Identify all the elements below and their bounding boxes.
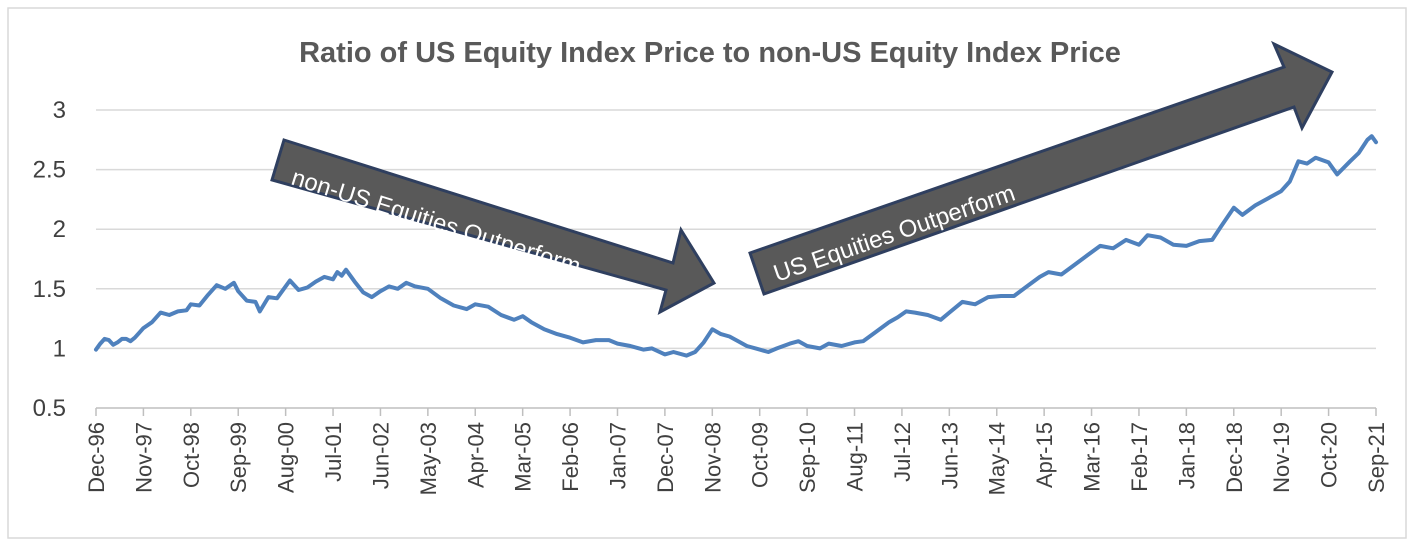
x-tick-label: Dec-96 [84, 422, 109, 493]
x-tick-label: Jan-07 [605, 422, 630, 489]
x-tick-label: Jun-02 [368, 422, 393, 489]
y-tick-label: 0.5 [33, 395, 66, 422]
x-tick-label: Feb-17 [1127, 422, 1152, 492]
x-tick-label: Sep-21 [1364, 422, 1389, 493]
x-tick-label: Jun-13 [937, 422, 962, 489]
y-tick-label: 2 [53, 216, 66, 243]
x-tick-label: Jul-01 [321, 422, 346, 482]
x-tick-label: Sep-99 [226, 422, 251, 493]
series-line [94, 134, 1378, 358]
x-tick-label: Apr-15 [1032, 422, 1057, 488]
x-tick-label: Jan-18 [1174, 422, 1199, 489]
x-tick-label: Oct-98 [179, 422, 204, 488]
down-arrow-shape [270, 138, 717, 315]
x-tick-label: Feb-06 [558, 422, 583, 492]
y-axis-ticks: 0.5 1 1.5 2 2.5 3 [33, 97, 66, 422]
series-layer [94, 134, 1378, 358]
chart-title: Ratio of US Equity Index Price to non-US… [299, 37, 1121, 69]
up-arrow-shape [748, 40, 1335, 296]
x-tick-label: Apr-04 [463, 422, 488, 488]
x-tick-label: Nov-08 [700, 422, 725, 493]
x-tick-label: Nov-97 [131, 422, 156, 493]
y-tick-label: 1.5 [33, 276, 66, 303]
chart-border [7, 7, 1407, 539]
y-tick-label: 1 [53, 335, 66, 362]
x-tick-label: May-14 [985, 422, 1010, 495]
x-tick-label: Oct-20 [1317, 422, 1342, 488]
x-tick-label: Jul-12 [890, 422, 915, 482]
x-axis: Dec-96 Nov-97 Oct-98 Sep-99 Aug-00 Jul-01 Jun-… [84, 407, 1389, 495]
x-tick-label: Mar-05 [511, 422, 536, 492]
x-tick-label: May-03 [416, 422, 441, 495]
x-tick-label: Mar-16 [1080, 422, 1105, 492]
x-tick-label: Dec-07 [653, 422, 678, 493]
x-tick-label: Aug-11 [843, 422, 868, 491]
x-tick-label: Oct-09 [748, 422, 773, 488]
x-tick-label: Aug-00 [274, 422, 299, 493]
y-tick-label: 2.5 [33, 157, 66, 184]
x-tick-label: Nov-19 [1269, 422, 1294, 493]
x-tick-label: Sep-10 [795, 422, 820, 493]
x-tick-label: Dec-18 [1222, 422, 1247, 493]
y-tick-label: 3 [53, 97, 66, 124]
